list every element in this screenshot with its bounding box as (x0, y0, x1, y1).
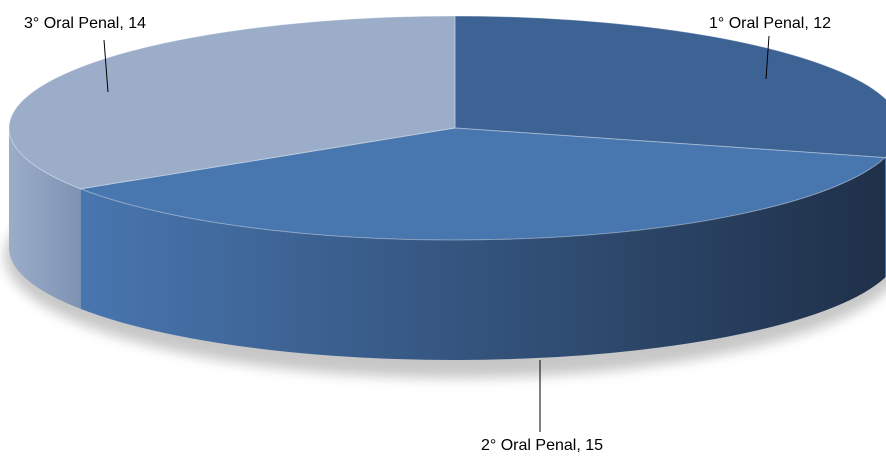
pie-slice-side-2 (80, 157, 886, 360)
leader-line-3 (103, 39, 109, 93)
pie-slice-1 (454, 15, 886, 159)
data-label-2: 2° Oral Penal, 15 (481, 437, 603, 454)
data-label-3: 3° Oral Penal, 14 (24, 15, 146, 32)
leader-line-1 (765, 35, 770, 80)
pie-slice-3 (8, 15, 456, 190)
pie-slice-side-3 (9, 128, 81, 309)
data-label-1: 1° Oral Penal, 12 (709, 15, 831, 32)
pie-slice-2 (78, 127, 886, 241)
